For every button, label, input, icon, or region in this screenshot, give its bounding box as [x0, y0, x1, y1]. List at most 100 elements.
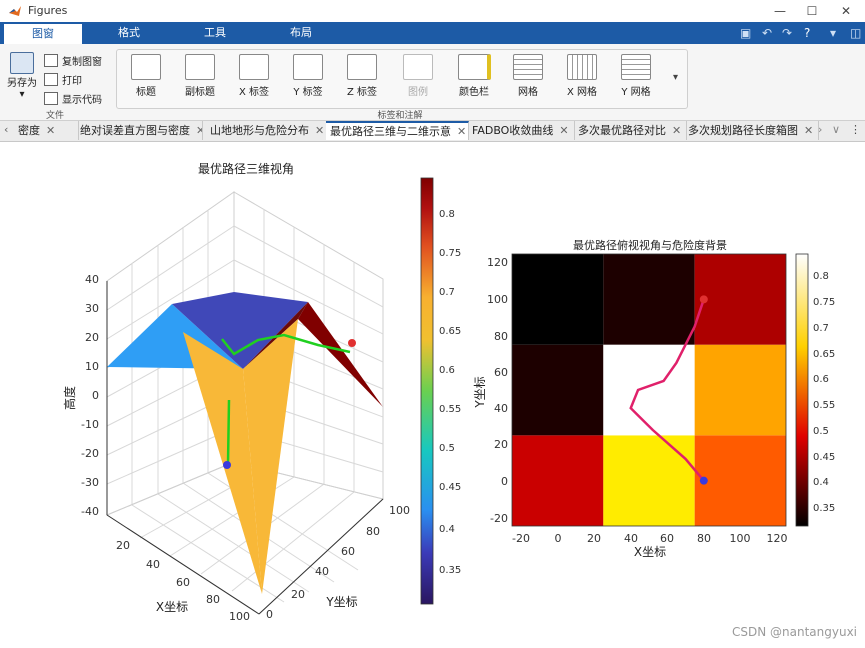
x-tick: 40 — [624, 532, 638, 545]
tab-list-icon[interactable]: ∨ — [832, 123, 841, 136]
ylabel-icon — [293, 54, 323, 80]
plot3d-y-axis — [258, 498, 384, 615]
y-tick: 20 — [291, 588, 305, 601]
heatmap-cell — [603, 254, 695, 345]
close-icon[interactable]: ✕ — [457, 125, 467, 138]
doc-tab-1[interactable]: 绝对误差直方图与密度✕ — [76, 121, 203, 140]
plot3d-start-marker — [223, 461, 231, 469]
checkbox-icon — [44, 92, 58, 105]
tab-format[interactable]: 格式 — [118, 26, 140, 39]
xlabel-icon — [239, 54, 269, 80]
scroll-right-icon[interactable]: › — [818, 123, 823, 136]
close-icon[interactable]: ✕ — [804, 124, 814, 137]
plot3d-title: 最优路径三维视角 — [198, 161, 294, 176]
document-tab-bar: ‹ 密度✕ 绝对误差直方图与密度✕ 山地地形与危险分布✕ 最优路径三维与二维示意… — [0, 121, 865, 142]
plot2d-title: 最优路径俯视视角与危险度背景 — [573, 238, 727, 252]
minimize-button[interactable]: — — [774, 4, 786, 18]
close-icon[interactable]: ✕ — [672, 124, 682, 137]
figure-svg: 最优路径三维视角 — [62, 161, 835, 623]
plot2d-x-ticks: -20 0 20 40 60 80 100 120 — [512, 532, 787, 545]
close-icon[interactable]: ✕ — [315, 124, 325, 137]
x-tick: 60 — [660, 532, 674, 545]
plot2d-colorbar[interactable] — [795, 253, 809, 527]
undo-icon[interactable]: ↶ — [762, 26, 773, 40]
y-tick: 0 — [266, 608, 273, 621]
y-tick: 120 — [487, 256, 508, 269]
y-tick: 80 — [494, 330, 508, 343]
doc-tab-6[interactable]: 多次规划路径长度箱图 ✕ — [684, 121, 819, 140]
labels-group-label: 标签和注解 — [377, 111, 423, 121]
heatmap-cell — [603, 435, 695, 526]
doc-tab-0[interactable]: 密度 ✕ — [14, 121, 79, 140]
x-tick: 20 — [587, 532, 601, 545]
y-grid-button[interactable]: Y 网格 — [611, 54, 661, 98]
cb-tick: 0.65 — [439, 326, 461, 337]
heatmap-cell — [694, 344, 786, 436]
save-icon[interactable]: ▣ — [740, 26, 752, 40]
grid-icon — [513, 54, 543, 80]
plot3d-y-ticks: 0 20 40 60 80 100 — [266, 504, 410, 621]
legend-button[interactable]: 图例 — [393, 54, 443, 98]
subtitle-button[interactable]: 副标题 — [175, 54, 225, 98]
print-button[interactable]: 打印 — [44, 73, 82, 89]
grid-button[interactable]: 网格 — [503, 54, 553, 98]
plot3d-zlabel: 高度 — [62, 386, 77, 410]
minimize-ribbon-icon[interactable]: ▾ — [830, 26, 837, 40]
x-grid-button[interactable]: X 网格 — [557, 54, 607, 98]
plot2d-heatmap[interactable] — [512, 254, 786, 526]
print-icon — [44, 73, 58, 86]
close-icon[interactable]: ✕ — [559, 124, 569, 137]
heatmap-cell — [512, 344, 604, 436]
title-icon — [131, 54, 161, 80]
xlabel-button[interactable]: X 标签 — [229, 54, 279, 98]
close-icon[interactable]: ✕ — [196, 124, 202, 137]
z-tick: 30 — [85, 302, 99, 315]
doc-tab-5[interactable]: 多次最优路径对比 ✕ — [574, 121, 687, 140]
colorbar-button[interactable]: 颜色栏 — [449, 54, 499, 98]
cb-tick: 0.8 — [439, 209, 455, 220]
tab-tools[interactable]: 工具 — [204, 26, 226, 39]
file-group-label: 文件 — [45, 111, 64, 121]
save-as-button[interactable]: 另存为 ▾ — [6, 52, 38, 100]
plot2d-y-ticks: 120 100 80 60 40 20 0 -20 — [487, 256, 508, 525]
help-icon[interactable]: ? — [804, 26, 811, 40]
y-tick: 60 — [494, 366, 508, 379]
save-as-label: 另存为 — [7, 78, 37, 89]
redo-icon[interactable]: ↷ — [782, 26, 793, 40]
scroll-left-icon[interactable]: ‹ — [4, 123, 9, 136]
tab-figure[interactable]: 图窗 — [4, 22, 82, 44]
gallery-more-icon[interactable]: ▾ — [673, 72, 679, 83]
file-group: 另存为 ▾ 复制图窗 打印 显示代码 — [4, 50, 104, 112]
copy-figure-button[interactable]: 复制图窗 — [44, 54, 102, 70]
title-button[interactable]: 标题 — [121, 54, 171, 98]
cb-tick: 0.7 — [439, 287, 455, 298]
start-marker — [699, 476, 708, 485]
cb-tick: 0.5 — [813, 426, 829, 437]
ylabel-button[interactable]: Y 标签 — [283, 54, 333, 98]
ribbon-panel: 另存为 ▾ 复制图窗 打印 显示代码 文件 标题 副标题 X 标签 Y 标签 Z… — [0, 44, 865, 121]
heatmap-cell — [512, 254, 604, 345]
close-button[interactable]: ✕ — [840, 4, 852, 18]
zlabel-button[interactable]: Z 标签 — [337, 54, 387, 98]
cb-tick: 0.4 — [813, 477, 829, 488]
doc-tab-3[interactable]: 最优路径三维与二维示意 ✕ — [326, 121, 469, 140]
x-tick: 20 — [116, 539, 130, 552]
more-options-icon[interactable]: ⋮ — [850, 123, 861, 136]
tab-layout[interactable]: 布局 — [290, 26, 312, 39]
colorbar-icon — [457, 54, 491, 80]
doc-tab-2[interactable]: 山地地形与危险分布 ✕ — [206, 121, 327, 140]
dock-icon[interactable]: ◫ — [850, 26, 862, 40]
maximize-button[interactable]: ☐ — [806, 4, 818, 18]
plot3d-colorbar[interactable] — [420, 177, 434, 605]
z-tick: -30 — [81, 476, 99, 489]
title-bar: Figures — ☐ ✕ — [0, 0, 865, 22]
close-icon[interactable]: ✕ — [46, 124, 56, 137]
z-tick: 0 — [92, 389, 99, 402]
doc-tab-4[interactable]: FADBO收敛曲线 ✕ — [468, 121, 575, 140]
watermark: CSDN @nantangyuxi — [731, 625, 857, 639]
show-code-checkbox[interactable]: 显示代码 — [44, 92, 102, 108]
plot3d-path — [221, 333, 356, 469]
cb-tick: 0.75 — [813, 297, 835, 308]
z-tick: 40 — [85, 273, 99, 286]
z-tick: -10 — [81, 418, 99, 431]
